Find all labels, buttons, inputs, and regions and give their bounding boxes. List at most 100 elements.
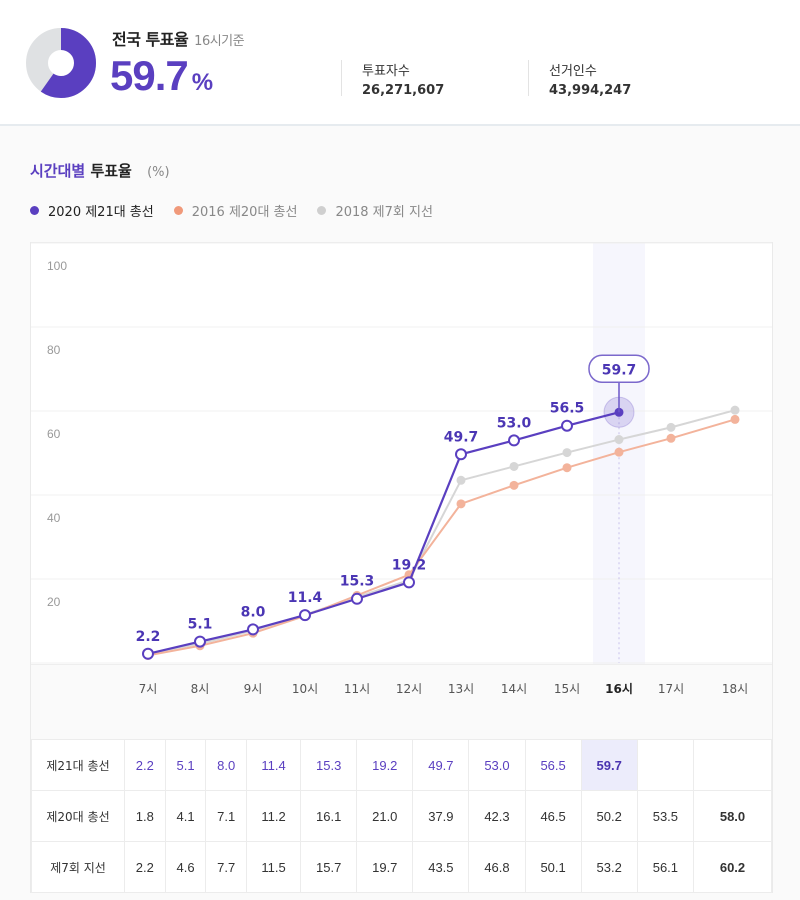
data-point[interactable] [730,414,740,424]
data-point[interactable] [666,422,676,432]
table-cell: 43.5 [412,841,470,893]
data-label: 49.7 [444,429,479,445]
chart-legend: 2020 제21대 총선 2016 제20대 총선 2018 제7회 지선 [30,201,433,220]
turnout-table: 제21대 총선 2.2 5.1 8.0 11.4 15.3 19.2 49.7 53.0 56.5… [31,739,772,893]
table-cell: 2.2 [124,841,166,893]
table-cell: 50.1 [524,841,582,893]
table-cell: 53.2 [580,841,638,893]
y-tick-label: 100 [47,259,68,273]
data-point[interactable] [456,499,466,509]
data-point[interactable] [351,592,363,605]
table-row: 제7회 지선 2.2 4.6 7.7 11.5 15.7 19.7 43.5 46.8 50.1 5… [31,841,772,893]
table-cell: 56.1 [636,841,695,893]
turnout-title: 전국 투표율 16시기준 [112,26,245,50]
section-title-rest: 투표율 [90,162,132,180]
legend-dot-icon [317,206,327,215]
electorate-label: 선거인수 [549,64,597,79]
x-tick-label: 11시 [343,682,371,696]
data-label: 2.2 [136,629,161,645]
x-tick-label: 7시 [138,682,158,696]
y-tick-label: 60 [47,427,61,441]
data-point[interactable] [456,475,466,485]
table-cell: 7.7 [205,841,248,893]
x-tick-label: 9시 [243,682,263,696]
data-point[interactable] [562,463,572,473]
data-point[interactable] [142,647,154,660]
x-tick-label: 12시 [395,682,423,696]
table-cell: 53.5 [636,790,695,842]
data-point[interactable] [403,576,415,589]
table-cell: 15.3 [300,739,358,791]
turnout-donut-icon [26,28,96,98]
voters-label: 투표자수 [362,64,410,79]
electorate-stat: 선거인수 43,994,247 [528,60,631,98]
table-cell: 11.2 [246,790,302,842]
data-label: 8.0 [241,604,266,620]
section-unit: (%) [147,165,170,180]
data-point[interactable] [614,435,624,445]
table-cell: 58.0 [693,790,772,842]
turnout-rate-unit: % [191,69,213,96]
x-axis-row [31,664,772,739]
data-label: 5.1 [188,617,213,633]
table-cell: 4.6 [164,841,207,893]
legend-dot-icon [30,206,39,215]
row-label: 제7회 지선 [31,841,125,893]
table-cell: 60.2 [693,841,772,893]
x-tick-label: 13시 [447,682,475,696]
table-cell: 50.2 [580,790,638,842]
table-cell: 53.0 [468,739,526,791]
data-point[interactable] [508,434,520,447]
table-cell: 15.7 [300,841,358,893]
data-point[interactable] [247,623,259,636]
table-cell: 56.5 [524,739,582,791]
data-point[interactable] [455,448,467,461]
voters-stat: 투표자수 26,271,607 [341,60,445,98]
table-cell: 46.8 [468,841,526,893]
table-cell: 7.1 [205,790,248,842]
data-label: 15.3 [340,574,375,590]
legend-item-2018[interactable]: 2018 제7회 지선 [317,201,433,220]
legend-item-2020[interactable]: 2020 제21대 총선 [30,201,154,220]
callout-label: 59.7 [602,362,637,378]
table-cell: 2.2 [124,739,166,791]
y-tick-label: 20 [47,595,61,609]
data-point[interactable] [561,419,573,432]
table-cell: 19.7 [356,841,414,893]
turnout-rate-value: 59.7 [110,52,189,99]
data-point[interactable] [194,635,206,648]
series-line [147,411,620,655]
table-cell [693,739,772,791]
section-title-accent: 시간대별 [30,162,86,180]
data-point[interactable] [509,480,519,490]
turnout-title-text: 전국 투표율 [112,30,189,49]
table-cell: 8.0 [205,739,248,791]
row-label: 제21대 총선 [31,739,125,791]
data-point[interactable] [299,609,311,622]
data-point[interactable] [614,447,624,457]
voters-value: 26,271,607 [362,83,445,98]
table-cell: 5.1 [164,739,207,791]
data-point[interactable] [730,405,740,415]
table-cell: 59.7 [580,739,638,791]
legend-dot-icon [173,206,183,215]
table-cell: 11.4 [246,739,302,791]
table-cell: 19.2 [356,739,414,791]
callout-bubble [588,354,650,384]
table-cell: 11.5 [246,841,302,893]
data-point[interactable] [666,433,676,443]
section-title: 시간대별 투표율 (%) [30,160,170,181]
x-tick-label: 16시 [605,682,633,696]
series-line [147,409,736,655]
table-cell: 1.8 [124,790,166,842]
x-tick-label: 15시 [553,682,581,696]
x-tick-label: 10시 [291,682,319,696]
data-point[interactable] [562,448,572,458]
data-point[interactable] [509,461,519,471]
table-cell [636,739,695,791]
legend-item-2016[interactable]: 2016 제20대 총선 [173,201,297,220]
turnout-line-chart: 2.2 5.1 8.0 11.4 15.3 19.2 49.7 53.0 56.5 59.7 [31,242,772,664]
x-tick-label: 17시 [657,682,685,696]
table-cell: 37.9 [412,790,470,842]
table-row: 제20대 총선 1.8 4.1 7.1 11.2 16.1 21.0 37.9 42.3 46.5… [31,790,772,842]
